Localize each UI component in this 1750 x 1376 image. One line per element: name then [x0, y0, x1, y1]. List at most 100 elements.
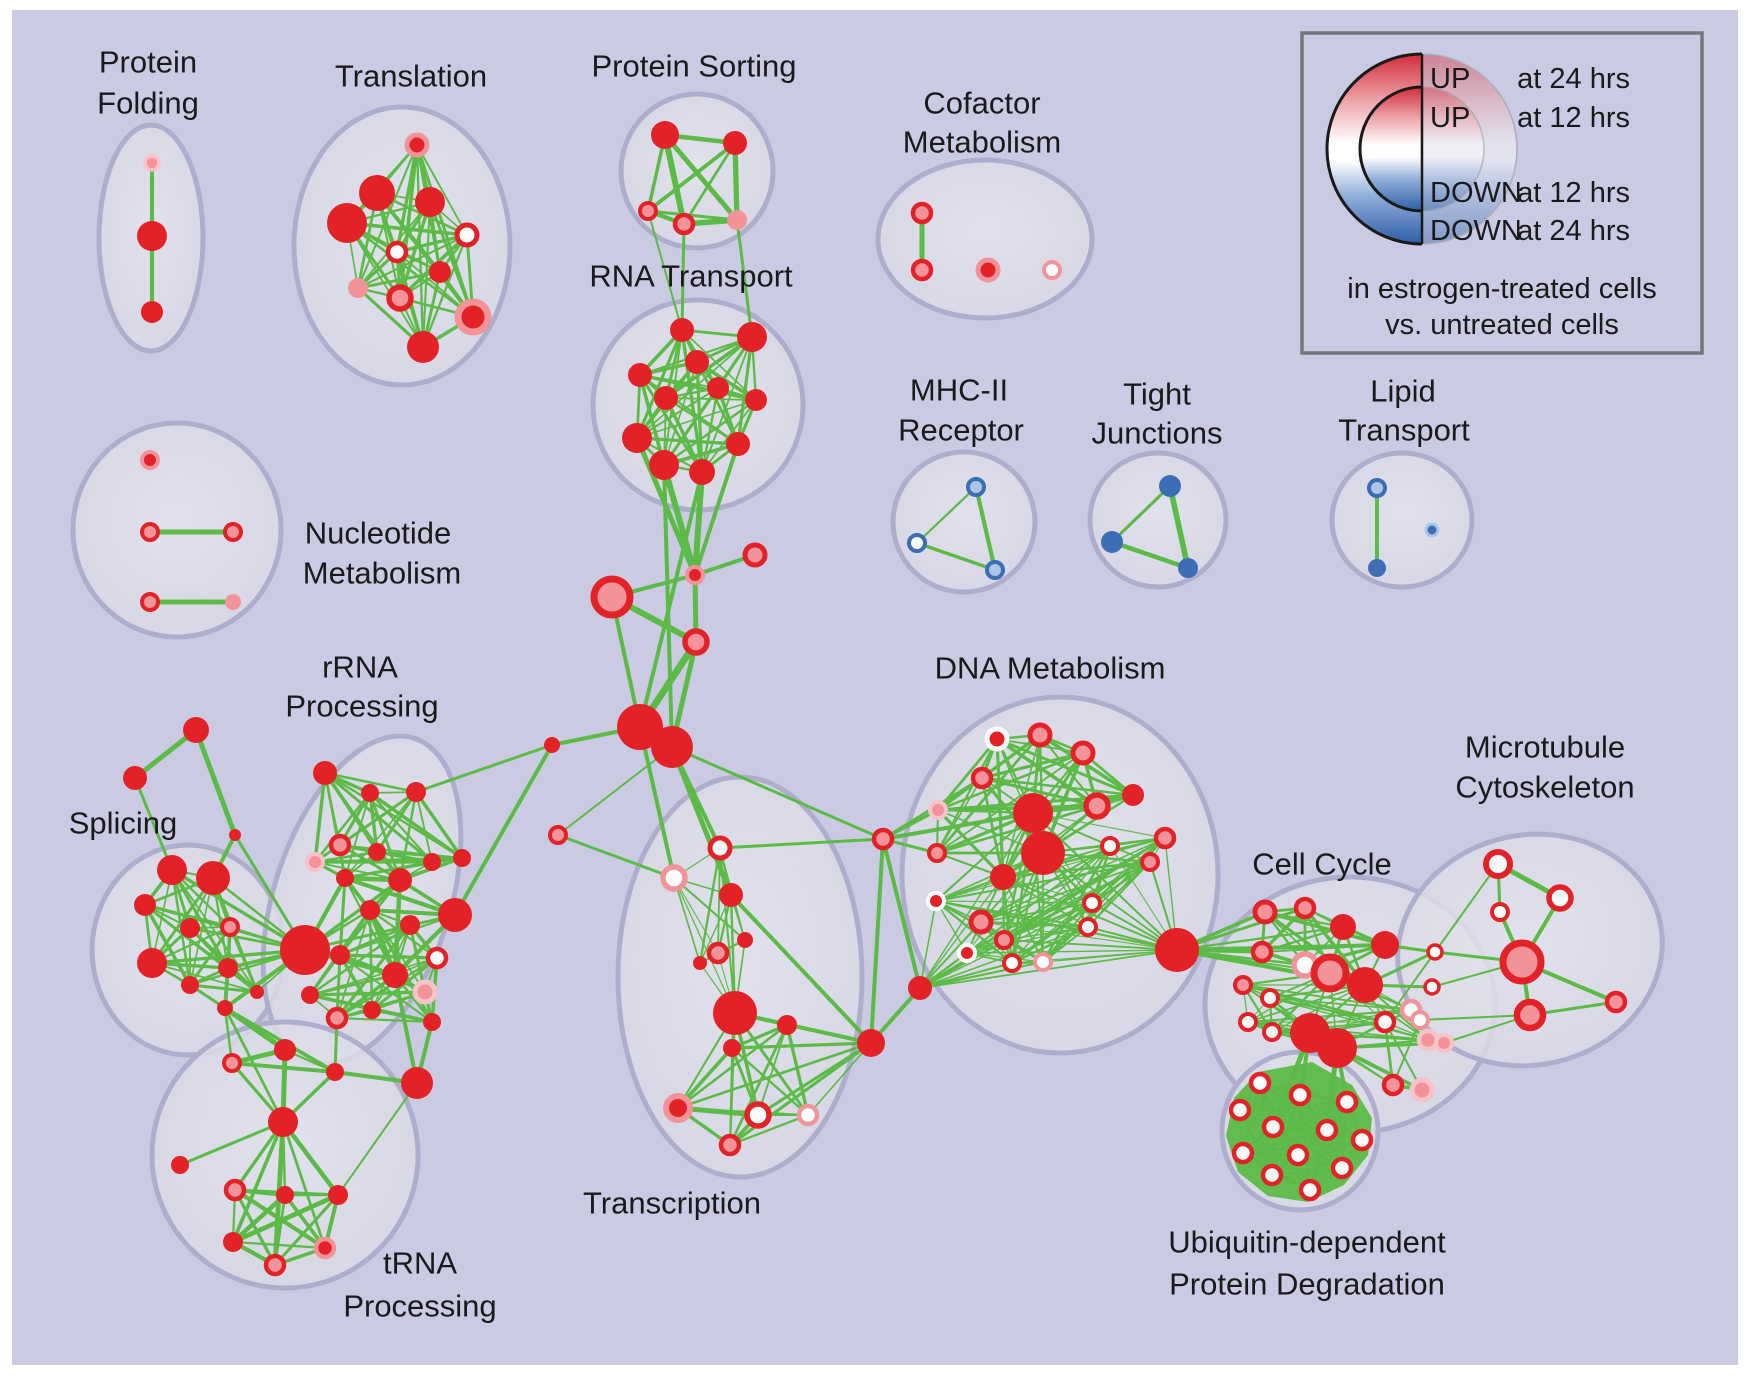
network-node[interactable] — [143, 154, 161, 172]
network-node[interactable] — [336, 869, 354, 887]
network-node[interactable] — [382, 962, 408, 988]
network-node[interactable] — [404, 132, 430, 158]
network-node[interactable] — [429, 261, 451, 283]
network-node[interactable] — [137, 948, 167, 978]
network-node[interactable] — [544, 737, 560, 753]
network-node[interactable] — [910, 258, 934, 282]
network-node[interactable] — [1262, 1022, 1282, 1042]
network-node[interactable] — [123, 766, 147, 790]
network-node[interactable] — [737, 932, 753, 948]
network-node[interactable] — [990, 864, 1016, 890]
network-node[interactable] — [222, 1053, 242, 1073]
network-node[interactable] — [274, 1039, 296, 1061]
network-node[interactable] — [685, 350, 709, 374]
network-node[interactable] — [140, 592, 160, 612]
network-node[interactable] — [966, 477, 986, 497]
network-node[interactable] — [328, 1185, 348, 1205]
network-node[interactable] — [415, 187, 445, 217]
network-node[interactable] — [1122, 784, 1144, 806]
network-node[interactable] — [406, 782, 426, 802]
network-node[interactable] — [742, 542, 768, 568]
network-node[interactable] — [1513, 998, 1547, 1032]
network-node[interactable] — [301, 986, 319, 1004]
network-node[interactable] — [250, 985, 264, 999]
network-node[interactable] — [1310, 953, 1350, 993]
network-node[interactable] — [183, 717, 209, 743]
network-node[interactable] — [718, 1133, 742, 1157]
network-node[interactable] — [1424, 522, 1440, 538]
network-node[interactable] — [719, 883, 743, 907]
network-node[interactable] — [386, 284, 414, 312]
network-node[interactable] — [1434, 1033, 1454, 1053]
network-node[interactable] — [796, 1103, 820, 1127]
network-node[interactable] — [928, 800, 948, 820]
network-node[interactable] — [1409, 1077, 1435, 1103]
network-node[interactable] — [1078, 917, 1098, 937]
network-node[interactable] — [385, 240, 409, 264]
network-node[interactable] — [181, 976, 199, 994]
network-node[interactable] — [737, 322, 767, 352]
network-node[interactable] — [328, 833, 352, 857]
network-node[interactable] — [368, 843, 386, 861]
network-node[interactable] — [670, 318, 694, 342]
network-node[interactable] — [1423, 978, 1441, 996]
network-node[interactable] — [548, 825, 568, 845]
network-node[interactable] — [1250, 940, 1274, 964]
network-node[interactable] — [926, 891, 946, 911]
network-node[interactable] — [223, 522, 243, 542]
network-node[interactable] — [171, 1156, 189, 1174]
network-node[interactable] — [361, 784, 379, 802]
network-node[interactable] — [707, 377, 729, 399]
network-node[interactable] — [388, 868, 412, 892]
network-node[interactable] — [1317, 1028, 1357, 1068]
network-node[interactable] — [1153, 826, 1177, 850]
network-node[interactable] — [1347, 967, 1383, 1003]
network-node[interactable] — [1021, 831, 1065, 875]
network-node[interactable] — [1335, 1090, 1359, 1114]
network-node[interactable] — [726, 432, 750, 456]
network-node[interactable] — [1286, 1143, 1310, 1167]
network-node[interactable] — [1298, 1178, 1322, 1202]
network-node[interactable] — [140, 522, 160, 542]
network-node[interactable] — [217, 1000, 233, 1016]
network-node[interactable] — [360, 900, 380, 920]
network-node[interactable] — [157, 855, 187, 885]
network-node[interactable] — [707, 835, 733, 861]
network-node[interactable] — [638, 201, 658, 221]
network-node[interactable] — [777, 1015, 797, 1035]
network-node[interactable] — [651, 726, 693, 768]
network-node[interactable] — [622, 423, 652, 453]
network-node[interactable] — [1233, 975, 1253, 995]
network-node[interactable] — [1231, 1141, 1255, 1165]
network-node[interactable] — [1159, 475, 1181, 497]
network-node[interactable] — [1416, 1028, 1440, 1052]
network-node[interactable] — [1499, 939, 1545, 985]
network-node[interactable] — [268, 1107, 298, 1137]
network-node[interactable] — [1252, 899, 1278, 925]
network-node[interactable] — [401, 1067, 433, 1099]
network-node[interactable] — [1367, 478, 1387, 498]
network-node[interactable] — [663, 1093, 693, 1123]
network-node[interactable] — [423, 1013, 441, 1031]
network-node[interactable] — [693, 956, 707, 970]
network-node[interactable] — [326, 1063, 344, 1081]
network-node[interactable] — [225, 594, 241, 610]
network-node[interactable] — [927, 843, 947, 863]
network-node[interactable] — [590, 575, 634, 619]
network-node[interactable] — [313, 1236, 337, 1260]
network-node[interactable] — [1604, 990, 1628, 1014]
network-node[interactable] — [137, 221, 167, 251]
network-node[interactable] — [1288, 1083, 1312, 1107]
network-node[interactable] — [968, 909, 994, 935]
network-node[interactable] — [180, 918, 200, 938]
network-node[interactable] — [223, 1178, 247, 1202]
network-node[interactable] — [1426, 943, 1444, 961]
network-node[interactable] — [305, 852, 325, 872]
network-node[interactable] — [910, 201, 934, 225]
network-node[interactable] — [196, 861, 230, 895]
network-node[interactable] — [727, 210, 747, 230]
network-node[interactable] — [263, 1253, 287, 1277]
network-node[interactable] — [223, 1232, 243, 1252]
network-node[interactable] — [685, 565, 705, 585]
network-node[interactable] — [1082, 893, 1102, 913]
